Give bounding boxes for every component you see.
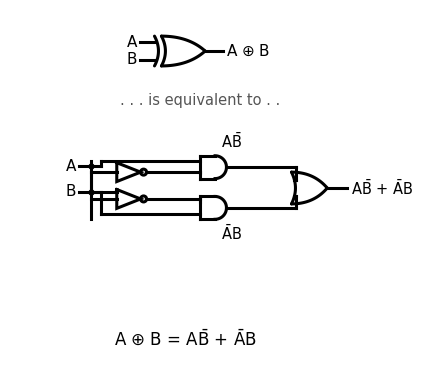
Text: A$\bar{\rm B}$ + $\bar{\rm A}$B: A$\bar{\rm B}$ + $\bar{\rm A}$B — [351, 179, 413, 198]
Text: A: A — [66, 159, 76, 174]
Text: B: B — [126, 52, 137, 68]
Text: $\bar{\rm A}$B: $\bar{\rm A}$B — [222, 224, 242, 243]
Text: A $\oplus$ B: A $\oplus$ B — [226, 43, 270, 59]
Text: . . . is equivalent to . .: . . . is equivalent to . . — [120, 93, 280, 108]
Text: A$\bar{\rm B}$: A$\bar{\rm B}$ — [222, 132, 242, 151]
Text: A: A — [126, 35, 137, 49]
Text: A $\oplus$ B = A$\bar{\rm B}$ + $\bar{\rm A}$B: A $\oplus$ B = A$\bar{\rm B}$ + $\bar{\r… — [114, 329, 256, 349]
Text: B: B — [66, 184, 76, 200]
